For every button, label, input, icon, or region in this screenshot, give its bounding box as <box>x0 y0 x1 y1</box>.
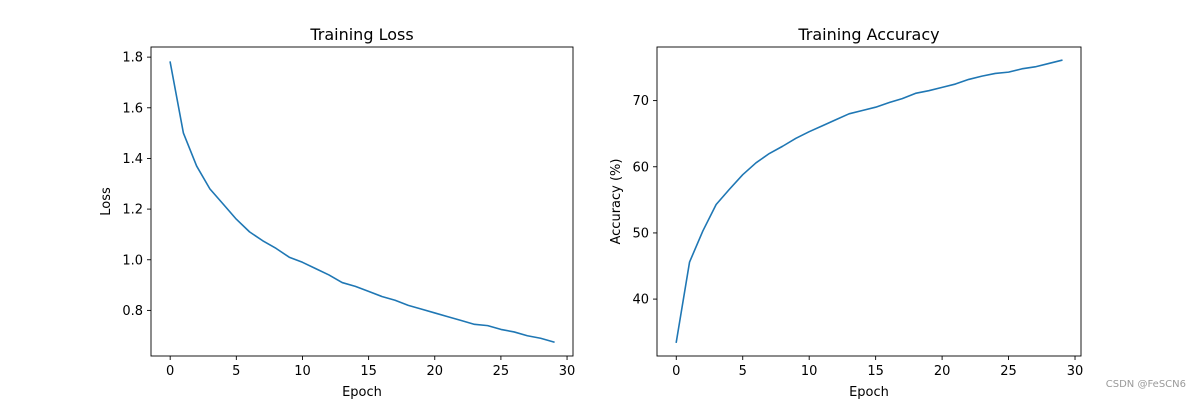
data-line <box>675 59 1063 344</box>
x-tick-label: 25 <box>1000 364 1017 379</box>
data-line <box>169 61 555 344</box>
x-tick-label: 30 <box>1067 364 1084 379</box>
y-axis-label: Accuracy (%) <box>609 159 624 245</box>
chart-1 <box>147 46 574 360</box>
x-axis-label: Epoch <box>849 385 889 400</box>
x-axis-label: Epoch <box>342 385 382 400</box>
x-tick-label: 10 <box>801 364 818 379</box>
y-tick-label: 40 <box>632 293 649 308</box>
axes-frame <box>656 46 1082 357</box>
y-tick-label: 1.2 <box>122 203 143 218</box>
y-tick-label: 70 <box>632 94 649 109</box>
x-tick-label: 15 <box>360 364 377 379</box>
chart-2 <box>653 46 1082 360</box>
watermark: CSDN @FeSCN6 <box>1105 379 1186 390</box>
y-tick-label: 1.6 <box>122 101 143 116</box>
y-axis-label: Loss <box>99 187 114 216</box>
x-tick-label: 15 <box>867 364 884 379</box>
chart-title: Training Accuracy <box>797 25 939 44</box>
y-tick-label: 0.8 <box>122 304 143 319</box>
axes-frame <box>150 46 574 357</box>
x-tick-label: 10 <box>294 364 311 379</box>
y-tick-label: 1.4 <box>122 152 143 167</box>
y-tick-label: 60 <box>632 160 649 175</box>
x-tick-label: 25 <box>493 364 510 379</box>
y-tick-label: 1.8 <box>122 51 143 66</box>
x-tick-label: 5 <box>232 364 240 379</box>
x-tick-label: 0 <box>166 364 174 379</box>
x-tick-label: 5 <box>739 364 747 379</box>
x-tick-label: 30 <box>559 364 576 379</box>
y-tick-label: 50 <box>632 226 649 241</box>
chart-title: Training Loss <box>309 25 413 44</box>
x-tick-label: 20 <box>426 364 443 379</box>
y-tick-label: 1.0 <box>122 253 143 268</box>
x-tick-label: 0 <box>672 364 680 379</box>
x-tick-label: 20 <box>934 364 951 379</box>
